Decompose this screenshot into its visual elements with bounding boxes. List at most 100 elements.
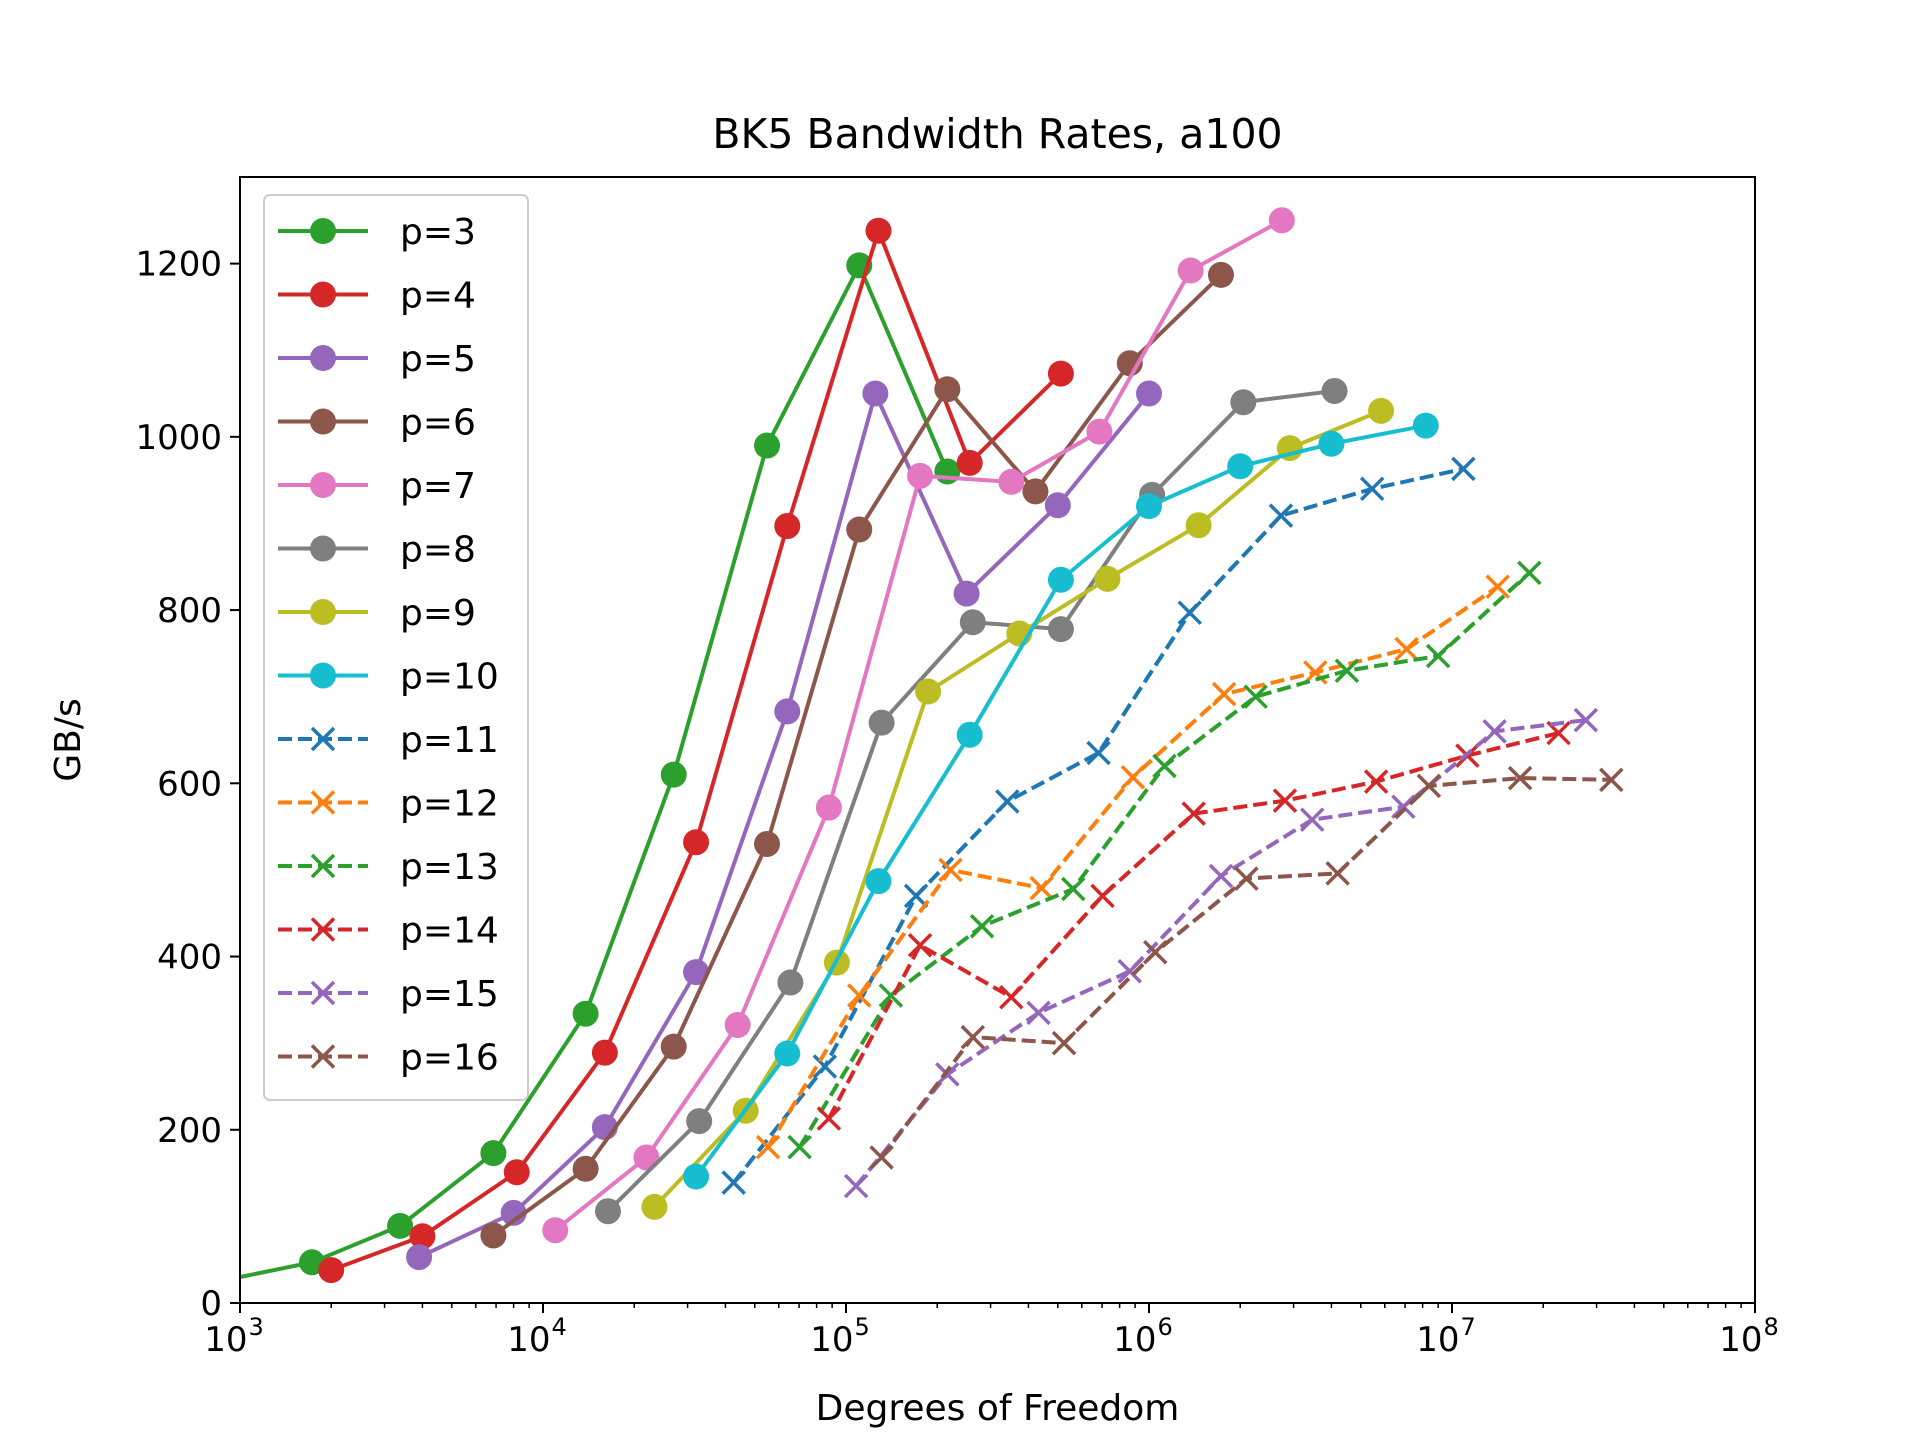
chart-title: BK5 Bandwidth Rates, a100 xyxy=(712,110,1282,158)
series-line-p=14 xyxy=(827,731,1560,1120)
data-point-p=8-0 xyxy=(594,1198,621,1225)
data-point-p=12-0 xyxy=(755,1134,781,1160)
data-point-p=16-5 xyxy=(1325,861,1350,886)
data-point-p=3-6 xyxy=(754,432,781,459)
legend-label: p=9 xyxy=(400,593,476,634)
legend-item-p=15: p=15 xyxy=(278,974,499,1015)
legend-marker xyxy=(310,1044,336,1069)
data-point-p=7-7 xyxy=(1177,257,1204,284)
data-point-p=12-5 xyxy=(1211,681,1237,707)
y-tick-label: 600 xyxy=(157,764,222,804)
legend-label: p=7 xyxy=(400,466,476,507)
data-point-p=15-4 xyxy=(1208,863,1234,889)
legend-item-p=5: p=5 xyxy=(278,339,476,380)
series-line-p=11 xyxy=(732,466,1464,1184)
legend-marker xyxy=(310,917,336,942)
legend-label: p=14 xyxy=(400,911,499,952)
data-point-p=7-6 xyxy=(1086,418,1113,445)
data-point-p=7-4 xyxy=(907,462,934,489)
legend-item-p=12: p=12 xyxy=(278,784,499,825)
y-tick-label: 800 xyxy=(157,591,222,631)
data-point-p=11-7 xyxy=(1359,476,1385,502)
legend-item-p=7: p=7 xyxy=(278,466,476,507)
legend-label: p=6 xyxy=(400,403,476,444)
data-point-p=16-7 xyxy=(1507,765,1533,791)
legend-label: p=16 xyxy=(400,1038,499,1079)
data-point-p=10-5 xyxy=(1136,493,1162,520)
legend-marker xyxy=(310,980,336,1006)
data-point-p=10-7 xyxy=(1318,430,1345,457)
data-point-p=12-7 xyxy=(1394,636,1419,662)
legend-item-p=10: p=10 xyxy=(278,657,499,698)
data-point-p=15-6 xyxy=(1391,794,1416,819)
data-point-p=14-4 xyxy=(1181,801,1206,826)
legend-label: p=15 xyxy=(400,974,499,1015)
series-p=5 xyxy=(406,380,1162,1271)
data-point-p=11-1 xyxy=(812,1054,838,1079)
data-point-p=16-0 xyxy=(869,1145,894,1170)
data-point-p=3-3 xyxy=(480,1140,507,1167)
data-point-p=9-8 xyxy=(1368,397,1395,424)
data-point-p=11-4 xyxy=(1086,740,1111,766)
legend-item-p=9: p=9 xyxy=(278,593,476,634)
series-p=15 xyxy=(843,707,1599,1199)
data-point-p=14-1 xyxy=(907,933,933,958)
legend-marker xyxy=(310,853,336,879)
data-point-p=13-0 xyxy=(787,1134,812,1160)
data-point-p=9-5 xyxy=(1094,565,1121,592)
data-point-p=5-7 xyxy=(1044,492,1071,519)
data-point-p=11-8 xyxy=(1451,456,1476,482)
data-point-p=9-6 xyxy=(1185,512,1212,539)
series-p=3 xyxy=(240,252,961,1280)
legend-label: p=13 xyxy=(400,847,499,888)
data-point-p=11-2 xyxy=(903,883,929,909)
data-point-p=13-3 xyxy=(1061,876,1086,902)
data-point-p=4-1 xyxy=(409,1223,436,1250)
data-point-p=6-8 xyxy=(1207,261,1234,288)
data-point-p=6-1 xyxy=(572,1155,599,1182)
data-point-p=4-3 xyxy=(591,1039,618,1066)
legend-marker xyxy=(310,662,336,689)
legend-label: p=12 xyxy=(400,784,499,825)
data-point-p=15-8 xyxy=(1573,707,1599,733)
y-tick-label: 400 xyxy=(157,938,222,978)
legend-marker xyxy=(310,345,336,371)
data-point-p=3-2 xyxy=(387,1212,414,1239)
data-point-p=16-8 xyxy=(1599,767,1624,793)
data-point-p=7-0 xyxy=(542,1217,569,1244)
data-point-p=5-8 xyxy=(1136,380,1162,407)
data-point-p=7-2 xyxy=(724,1011,751,1038)
data-point-p=5-3 xyxy=(683,959,710,986)
legend-item-p=8: p=8 xyxy=(278,530,476,571)
data-point-p=15-1 xyxy=(935,1062,960,1087)
data-point-p=16-1 xyxy=(960,1024,986,1050)
series-p=10 xyxy=(683,412,1439,1190)
legend-box xyxy=(263,194,529,1101)
data-point-p=3-5 xyxy=(660,761,687,788)
data-point-p=13-2 xyxy=(969,913,995,939)
data-point-p=11-5 xyxy=(1177,600,1202,625)
data-point-p=15-2 xyxy=(1026,1000,1051,1026)
data-point-p=12-3 xyxy=(1029,875,1054,901)
data-point-p=16-4 xyxy=(1234,866,1259,891)
data-point-p=16-2 xyxy=(1051,1030,1077,1056)
series-p=16 xyxy=(869,765,1624,1170)
x-axis-label: Degrees of Freedom xyxy=(816,1388,1180,1429)
data-point-p=14-6 xyxy=(1363,769,1389,794)
data-point-p=10-2 xyxy=(865,868,892,895)
series-p=14 xyxy=(816,720,1571,1131)
data-point-p=10-0 xyxy=(683,1163,710,1190)
data-point-p=3-4 xyxy=(572,1000,599,1027)
legend-label: p=5 xyxy=(400,339,476,380)
data-point-p=12-1 xyxy=(847,983,872,1008)
legend-item-p=14: p=14 xyxy=(278,911,499,952)
data-point-p=4-6 xyxy=(865,217,892,244)
data-point-p=4-0 xyxy=(318,1257,345,1284)
legend-label: p=3 xyxy=(400,212,476,253)
series-p=11 xyxy=(721,456,1476,1195)
legend-marker xyxy=(310,535,336,562)
data-point-p=11-6 xyxy=(1268,503,1294,528)
data-point-p=4-4 xyxy=(683,829,710,856)
data-point-p=10-4 xyxy=(1047,566,1074,593)
data-point-p=8-7 xyxy=(1230,389,1257,416)
